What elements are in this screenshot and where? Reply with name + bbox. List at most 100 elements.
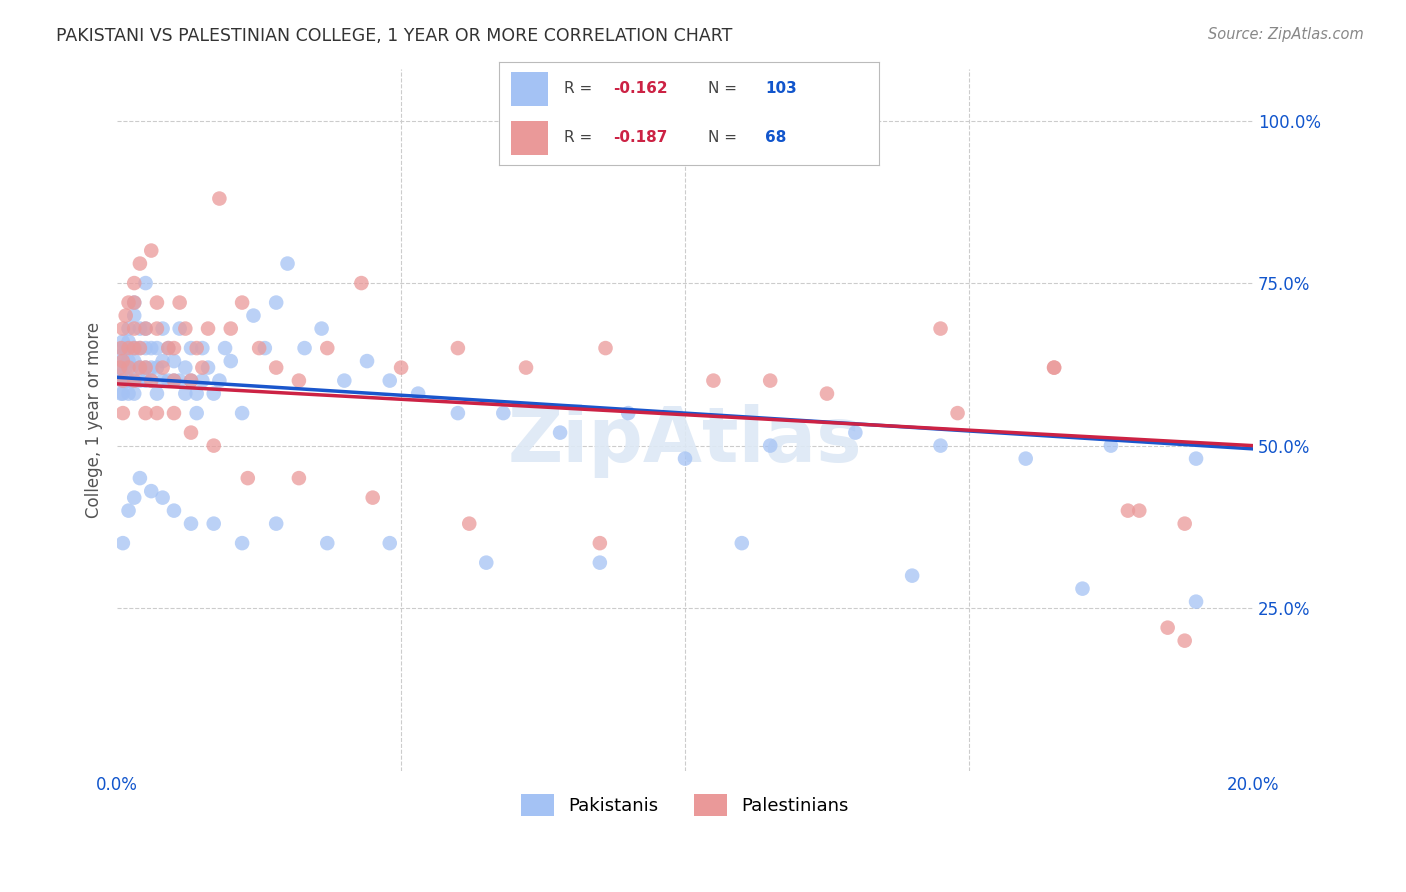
FancyBboxPatch shape (510, 71, 548, 105)
Point (169, 295, 191, 310)
Point (122, 374, 145, 388)
Point (135, 341, 157, 355)
Point (180, 341, 202, 355)
Point (492, 406, 515, 420)
Point (247, 341, 270, 355)
Point (135, 406, 157, 420)
Point (163, 503, 186, 517)
Point (152, 374, 174, 388)
Point (231, 295, 253, 310)
Point (174, 321, 197, 335)
Point (202, 386, 225, 401)
Point (815, 386, 838, 401)
Point (1156, 621, 1178, 635)
Legend: Pakistanis, Palestinians: Pakistanis, Palestinians (512, 785, 858, 825)
Text: R =: R = (564, 130, 596, 145)
Point (378, 374, 401, 388)
Point (111, 374, 134, 388)
Point (595, 341, 617, 355)
Point (111, 374, 134, 388)
Point (1174, 516, 1197, 531)
Point (129, 374, 152, 388)
Point (117, 354, 139, 368)
Point (731, 536, 754, 550)
Point (135, 276, 157, 290)
Point (288, 471, 311, 485)
Point (141, 341, 163, 355)
Point (108, 360, 131, 375)
Point (197, 360, 219, 375)
Point (146, 341, 169, 355)
Point (1128, 503, 1150, 517)
Point (214, 341, 236, 355)
Point (202, 439, 225, 453)
Point (174, 360, 197, 375)
Point (1174, 633, 1197, 648)
Point (264, 360, 287, 375)
Point (191, 374, 214, 388)
Point (231, 406, 253, 420)
Point (111, 354, 134, 368)
Point (191, 341, 214, 355)
Point (316, 341, 339, 355)
Point (111, 321, 134, 335)
Point (152, 321, 174, 335)
Point (146, 321, 169, 335)
Point (277, 256, 299, 270)
Point (759, 374, 782, 388)
Point (141, 374, 163, 388)
Point (135, 321, 157, 335)
Point (146, 406, 169, 420)
Point (110, 341, 132, 355)
Point (111, 341, 134, 355)
Point (111, 406, 134, 420)
Point (356, 354, 378, 368)
Point (117, 295, 139, 310)
Point (129, 341, 152, 355)
Point (122, 386, 145, 401)
Point (1071, 582, 1094, 596)
Point (946, 406, 969, 420)
Point (117, 386, 139, 401)
Point (122, 341, 145, 355)
Point (152, 491, 174, 505)
Text: -0.187: -0.187 (613, 130, 668, 145)
Point (447, 341, 470, 355)
Point (122, 295, 145, 310)
Point (129, 360, 152, 375)
Point (759, 439, 782, 453)
Point (146, 386, 169, 401)
Point (146, 360, 169, 375)
Point (122, 374, 145, 388)
Point (589, 536, 612, 550)
Point (253, 341, 276, 355)
Point (458, 516, 481, 531)
Text: R =: R = (564, 81, 596, 96)
Point (152, 360, 174, 375)
Point (157, 374, 180, 388)
Point (186, 406, 208, 420)
Point (117, 341, 139, 355)
Point (111, 374, 134, 388)
Point (901, 568, 924, 582)
Point (122, 309, 145, 323)
Point (117, 503, 139, 517)
Text: -0.162: -0.162 (613, 81, 668, 96)
Point (108, 360, 131, 375)
Point (117, 360, 139, 375)
Point (673, 451, 696, 466)
Point (180, 425, 202, 440)
Text: PAKISTANI VS PALESTINIAN COLLEGE, 1 YEAR OR MORE CORRELATION CHART: PAKISTANI VS PALESTINIAN COLLEGE, 1 YEAR… (56, 27, 733, 45)
Text: 68: 68 (765, 130, 786, 145)
Point (264, 516, 287, 531)
Point (129, 360, 152, 375)
Point (311, 321, 333, 335)
Point (186, 341, 208, 355)
Point (236, 471, 259, 485)
Point (163, 374, 186, 388)
Point (163, 341, 186, 355)
Point (152, 354, 174, 368)
Point (180, 374, 202, 388)
Point (242, 309, 264, 323)
Point (157, 341, 180, 355)
